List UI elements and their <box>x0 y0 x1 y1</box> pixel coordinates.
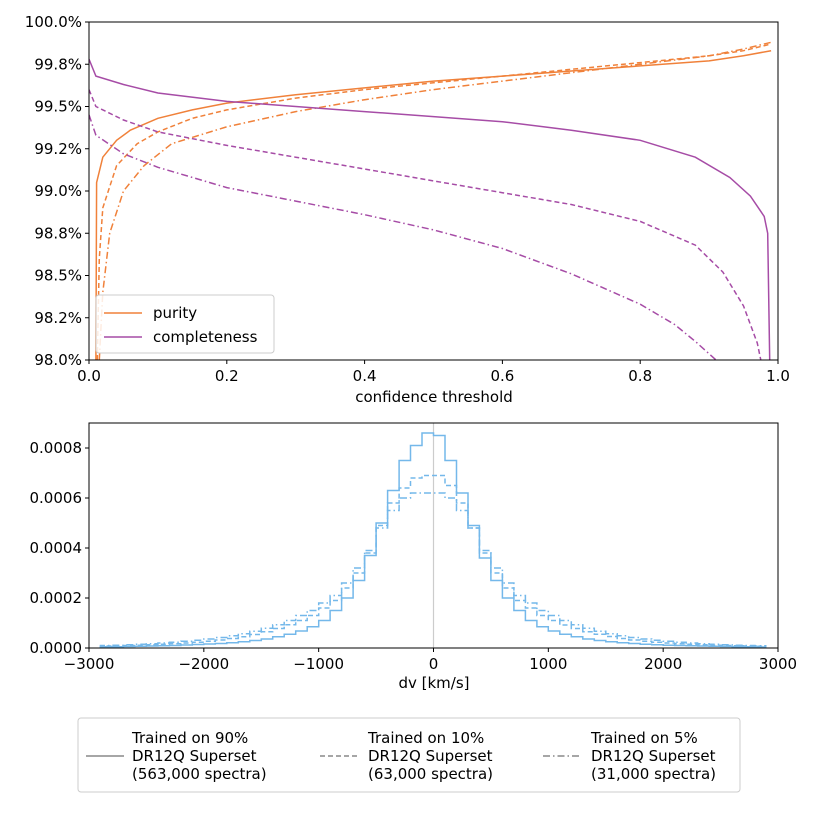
histogram-dashed <box>99 474 767 648</box>
bottom-x-tick-label: 1000 <box>529 655 567 673</box>
purity-dashdot-line <box>98 41 772 360</box>
top-y-tick-label: 98.2% <box>34 309 82 327</box>
bottom-x-tick-label: −1000 <box>293 655 344 673</box>
legend-entry-5-line3: (31,000 spectra) <box>591 765 716 783</box>
top-x-tick-label: 0.2 <box>215 367 239 385</box>
top-legend: purity completeness <box>95 294 275 354</box>
purity-solid-line <box>95 49 772 360</box>
top-x-tick-label: 0.6 <box>490 367 514 385</box>
histogram-solid <box>99 432 767 648</box>
legend-entry-90: Trained on 90% DR12Q Superset (563,000 s… <box>86 729 267 783</box>
top-x-tick-label: 0.4 <box>353 367 377 385</box>
legend-purity-label: purity <box>153 304 197 322</box>
top-y-tick-label: 99.2% <box>34 140 82 158</box>
top-y-tick-label: 100.0% <box>25 13 82 31</box>
top-y-tick-label: 98.5% <box>34 267 82 285</box>
completeness-dashed-line <box>89 89 762 360</box>
bottom-legend-box <box>77 717 741 793</box>
legend-entry-90-line1: Trained on 90% <box>131 729 248 747</box>
bottom-x-tick-label: 3000 <box>759 655 797 673</box>
top-y-tick-label: 99.8% <box>34 55 82 73</box>
bottom-y-tick-label: 0.0000 <box>30 639 83 657</box>
bottom-x-axis-label: dv [km/s] <box>398 674 469 692</box>
purity-dashed-line <box>96 43 772 360</box>
legend-entry-90-line3: (563,000 spectra) <box>132 765 267 783</box>
legend-entry-5: Trained on 5% DR12Q Superset (31,000 spe… <box>543 729 716 783</box>
bottom-y-tick-label: 0.0006 <box>30 489 83 507</box>
top-axes: 0.0 0.2 0.4 0.6 0.8 1.0 98.0% 98.2% 98.5% 98.8% 99… <box>25 13 790 385</box>
completeness-solid-line <box>89 58 771 360</box>
legend-entry-10-line3: (63,000 spectra) <box>368 765 493 783</box>
bottom-x-tick-label: 2000 <box>644 655 682 673</box>
bottom-plot-area <box>99 423 767 648</box>
top-y-tick-label: 98.0% <box>34 351 82 369</box>
histogram-dashdot <box>99 492 767 648</box>
bottom-y-tick-label: 0.0004 <box>30 539 83 557</box>
legend-entry-10-line2: DR12Q Superset <box>368 747 493 765</box>
bottom-y-tick-label: 0.0008 <box>30 439 83 457</box>
bottom-axes: −3000 −2000 −1000 0 1000 2000 3000 0.0000 0.0002… <box>30 422 797 673</box>
top-x-tick-label: 0.0 <box>77 367 101 385</box>
completeness-dashdot-line <box>89 114 717 360</box>
top-y-tick-label: 98.8% <box>34 224 82 242</box>
top-x-axis-label: confidence threshold <box>355 388 513 406</box>
top-chart: 0.0 0.2 0.4 0.6 0.8 1.0 98.0% 98.2% 98.5% 98.8% 99… <box>25 13 790 406</box>
legend-entry-10: Trained on 10% DR12Q Superset (63,000 sp… <box>320 729 493 783</box>
bottom-chart: −3000 −2000 −1000 0 1000 2000 3000 0.0000 0.0002… <box>30 422 797 692</box>
legend-entry-5-line2: DR12Q Superset <box>591 747 716 765</box>
bottom-x-tick-label: −2000 <box>178 655 229 673</box>
top-x-tick-label: 1.0 <box>766 367 790 385</box>
legend-entry-90-line2: DR12Q Superset <box>132 747 257 765</box>
top-legend-box <box>95 294 275 354</box>
top-x-tick-label: 0.8 <box>628 367 652 385</box>
top-y-tick-label: 99.5% <box>34 98 82 116</box>
top-y-tick-label: 99.0% <box>34 182 82 200</box>
top-plot-area <box>89 41 772 360</box>
bottom-x-tick-label: −3000 <box>64 655 115 673</box>
bottom-legend: Trained on 90% DR12Q Superset (563,000 s… <box>77 717 741 793</box>
legend-completeness-label: completeness <box>153 328 258 346</box>
bottom-x-tick-label: 0 <box>429 655 439 673</box>
legend-entry-5-line1: Trained on 5% <box>590 729 698 747</box>
legend-entry-10-line1: Trained on 10% <box>367 729 484 747</box>
bottom-y-tick-label: 0.0002 <box>30 589 83 607</box>
